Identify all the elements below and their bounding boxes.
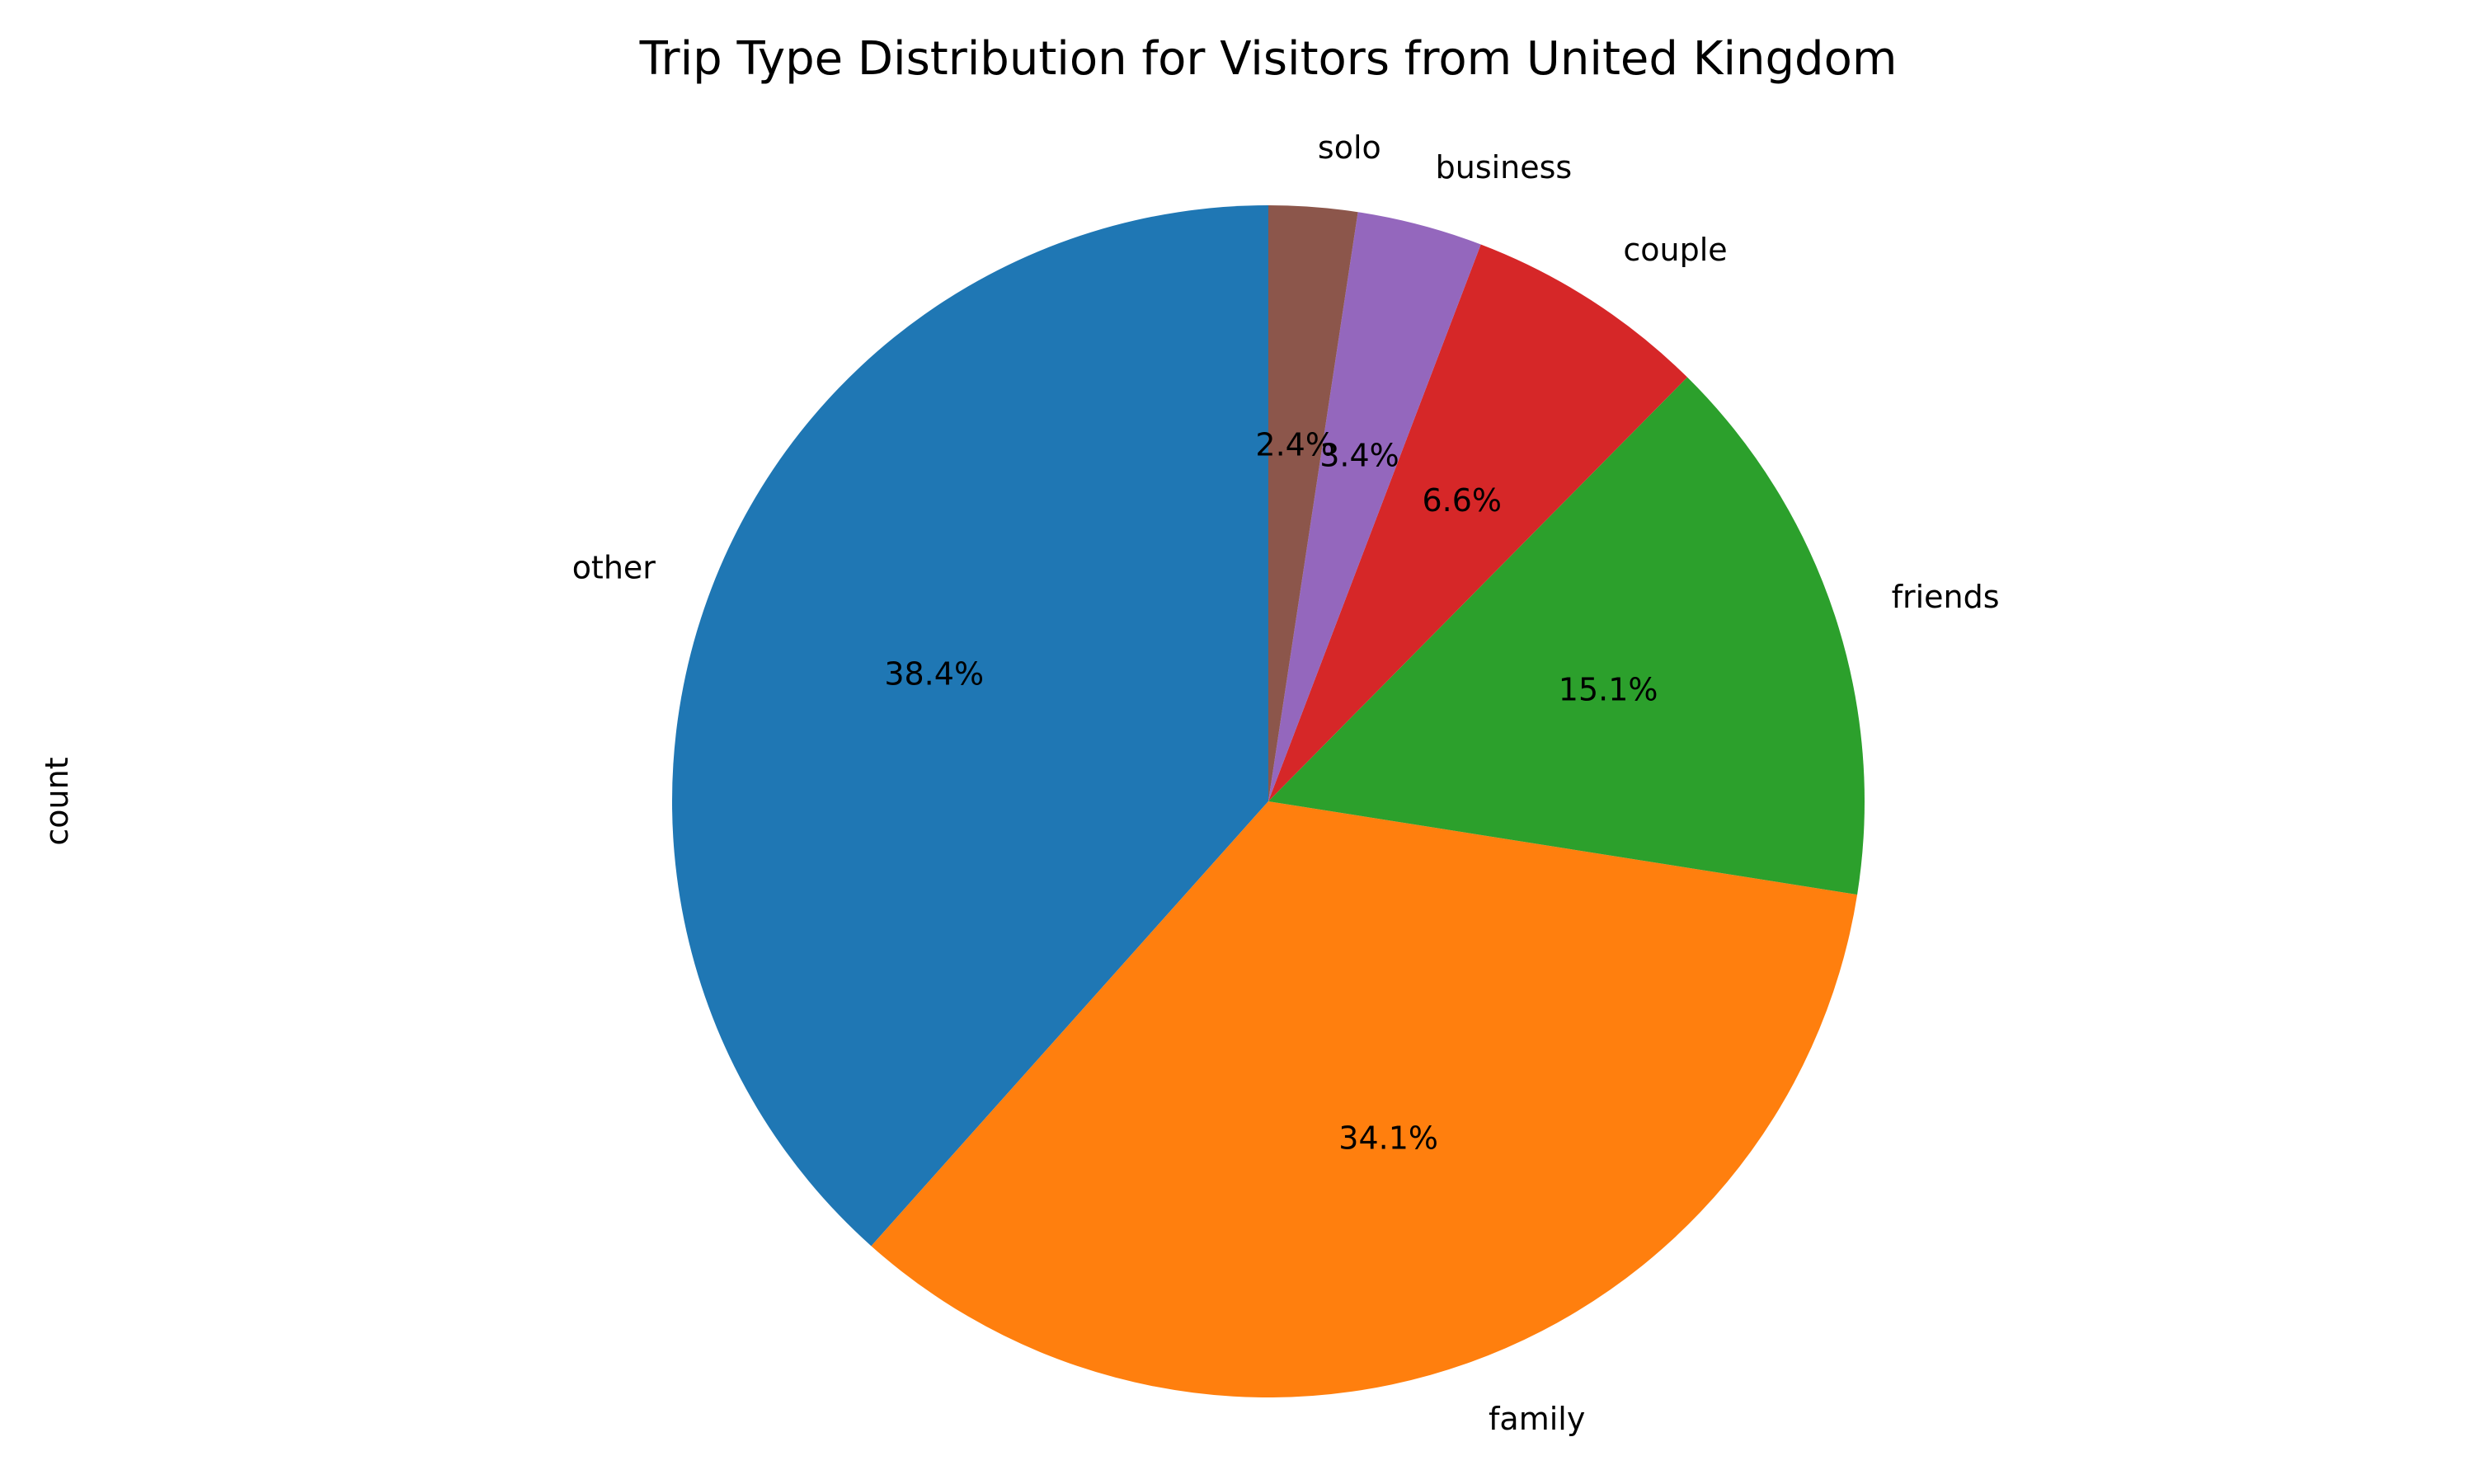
pie-slice-business [1268,212,1481,801]
pie-percent-label-business: 3.4% [1319,438,1399,474]
pie-percent-label-solo: 2.4% [1255,426,1335,463]
pie-category-label-solo: solo [1318,129,1381,166]
pie-slice-family [871,801,1858,1398]
chart-title: Trip Type Distribution for Visitors from… [639,32,1898,86]
pie-slice-solo [1268,204,1358,801]
pie-category-label-couple: couple [1623,232,1727,268]
pie-category-label-business: business [1436,149,1573,186]
pie-percent-label-friends: 15.1% [1559,672,1658,708]
pie-category-label-other: other [572,550,656,586]
pie-slice-friends [1268,377,1865,895]
pie-percent-label-couple: 6.6% [1422,482,1502,519]
pie-labels: 38.4% other 34.1% family 15.1% friends 6.6% cou… [572,129,2000,1437]
pie-percent-label-other: 38.4% [884,655,984,692]
pie-slices [671,204,1865,1398]
pie-slice-couple [1268,244,1688,802]
y-axis-label: count [39,757,75,845]
pie-category-label-family: family [1489,1401,1585,1437]
pie-category-label-friends: friends [1892,579,2000,615]
pie-slice-other [671,205,1268,1247]
pie-percent-label-family: 34.1% [1338,1120,1438,1157]
